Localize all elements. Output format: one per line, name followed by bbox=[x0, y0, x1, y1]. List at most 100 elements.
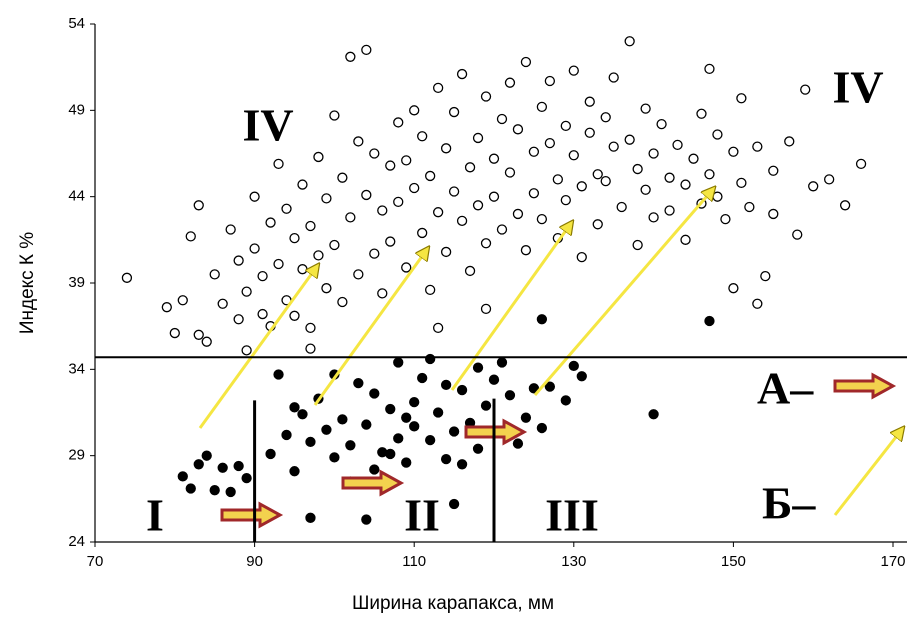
open-point bbox=[560, 120, 571, 132]
open-point bbox=[385, 160, 396, 171]
open-point bbox=[624, 134, 635, 145]
open-point bbox=[393, 117, 404, 128]
x-tick-label: 150 bbox=[721, 553, 746, 570]
filled-point bbox=[560, 395, 571, 406]
filled-point bbox=[472, 443, 484, 454]
open-point bbox=[512, 124, 524, 135]
open-point bbox=[409, 182, 420, 194]
open-point bbox=[784, 136, 795, 147]
open-point bbox=[504, 77, 516, 88]
open-point bbox=[704, 169, 715, 180]
open-point bbox=[680, 179, 691, 190]
open-point bbox=[736, 93, 747, 104]
points bbox=[121, 36, 867, 525]
open-point bbox=[273, 158, 284, 170]
open-point bbox=[768, 208, 779, 220]
open-point bbox=[536, 213, 548, 225]
open-point bbox=[712, 129, 723, 140]
open-point bbox=[345, 51, 356, 62]
open-point bbox=[568, 150, 579, 161]
open-point bbox=[249, 191, 260, 202]
open-point bbox=[752, 141, 763, 152]
filled-point bbox=[393, 357, 404, 368]
open-point bbox=[385, 236, 396, 247]
open-point bbox=[496, 224, 508, 235]
filled-point bbox=[456, 459, 468, 470]
open-point bbox=[169, 327, 180, 339]
filled-point bbox=[305, 436, 316, 448]
open-point bbox=[241, 345, 252, 356]
filled-point bbox=[385, 403, 396, 415]
filled-point bbox=[401, 457, 412, 468]
open-point bbox=[664, 205, 675, 216]
open-point bbox=[257, 308, 268, 320]
open-point bbox=[440, 246, 452, 258]
arrow bbox=[533, 188, 714, 396]
open-point bbox=[768, 165, 779, 176]
open-point bbox=[632, 239, 643, 251]
open-point bbox=[241, 286, 252, 297]
open-point bbox=[560, 194, 571, 206]
open-point bbox=[472, 200, 484, 211]
open-point bbox=[329, 110, 340, 121]
filled-point bbox=[297, 409, 308, 420]
open-point bbox=[696, 108, 707, 119]
open-point bbox=[520, 245, 532, 256]
open-point bbox=[353, 136, 364, 147]
open-point bbox=[265, 217, 276, 228]
open-point bbox=[448, 186, 460, 197]
filled-point bbox=[456, 384, 468, 396]
open-point bbox=[608, 72, 619, 83]
filled-point bbox=[193, 459, 204, 470]
y-tick-label: 24 bbox=[68, 533, 85, 550]
open-point bbox=[480, 91, 492, 102]
filled-point bbox=[536, 422, 548, 434]
y-axis-label: Индекс К % bbox=[17, 232, 38, 334]
open-point bbox=[608, 141, 619, 152]
x-tick-label: 90 bbox=[246, 553, 263, 570]
open-point bbox=[425, 170, 436, 182]
open-point bbox=[480, 303, 492, 315]
filled-point bbox=[448, 426, 460, 437]
open-point bbox=[185, 231, 196, 242]
filled-point bbox=[265, 448, 276, 460]
open-point bbox=[289, 310, 300, 321]
open-point bbox=[464, 162, 476, 173]
open-point bbox=[233, 314, 244, 325]
open-point bbox=[456, 215, 468, 226]
y-tick-label: 29 bbox=[68, 447, 85, 464]
open-point bbox=[616, 201, 627, 213]
filled-point bbox=[440, 453, 452, 465]
open-point bbox=[520, 56, 532, 68]
filled-point bbox=[201, 450, 212, 461]
open-point bbox=[640, 184, 651, 195]
arrow bbox=[833, 428, 903, 516]
open-point bbox=[800, 84, 811, 95]
filled-point bbox=[369, 388, 380, 399]
filled-point bbox=[417, 372, 428, 384]
open-point bbox=[712, 191, 723, 202]
filled-point bbox=[177, 471, 188, 482]
open-point bbox=[409, 105, 420, 116]
arrow bbox=[341, 470, 403, 496]
open-point bbox=[552, 174, 563, 185]
x-tick-label: 130 bbox=[561, 553, 586, 570]
filled-point bbox=[448, 498, 460, 510]
x-tick-label: 170 bbox=[880, 553, 905, 570]
filled-point bbox=[361, 514, 372, 525]
filled-point bbox=[520, 412, 532, 423]
filled-point bbox=[209, 485, 220, 496]
filled-point bbox=[432, 407, 444, 418]
filled-point bbox=[528, 383, 540, 394]
filled-point bbox=[217, 462, 228, 473]
open-point bbox=[273, 258, 284, 270]
filled-point bbox=[440, 379, 452, 391]
filled-point bbox=[544, 381, 556, 392]
open-point bbox=[760, 270, 771, 282]
open-point bbox=[824, 174, 835, 185]
open-point bbox=[369, 248, 380, 259]
open-point bbox=[297, 264, 308, 275]
open-point bbox=[337, 172, 348, 183]
open-point bbox=[305, 322, 316, 334]
open-point bbox=[432, 82, 444, 94]
